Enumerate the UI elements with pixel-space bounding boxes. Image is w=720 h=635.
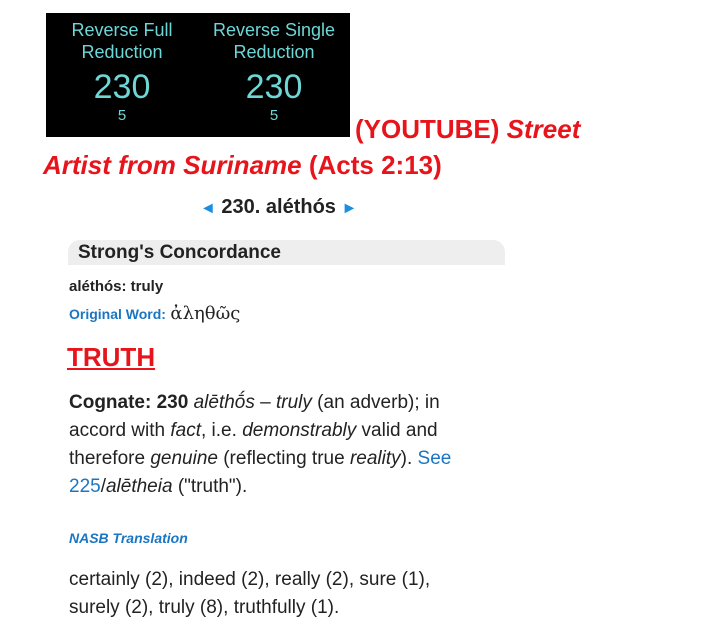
gematria-label: Reverse Full Reduction xyxy=(71,20,173,62)
text: valid and therefore xyxy=(69,420,438,469)
text: alētheia xyxy=(105,476,173,497)
text: (an adverb); in accord with xyxy=(69,392,440,441)
gematria-value: 230 xyxy=(93,68,151,106)
headline-part: (YOUTUBE) xyxy=(355,114,500,144)
text: , i.e. xyxy=(201,420,243,441)
original-word: Original Word: ἀληθῶς xyxy=(69,303,240,324)
prev-arrow[interactable]: ◄ xyxy=(200,200,216,217)
section-header: Strong's Concordance xyxy=(68,240,505,265)
text: ). xyxy=(400,448,418,469)
nav-title: 230. aléthós xyxy=(221,196,336,218)
text: (reflecting true xyxy=(217,448,350,469)
text: alēthṓs xyxy=(193,392,255,413)
text: Cognate: 230 xyxy=(69,392,189,413)
text: ("truth"). xyxy=(172,476,248,497)
gematria-sub: 5 xyxy=(269,107,279,124)
text: genuine xyxy=(150,448,218,469)
headline-part: (Acts 2:13) xyxy=(308,150,442,180)
headline-part: Street xyxy=(506,114,581,144)
text: fact xyxy=(170,420,201,441)
heading: TRUTH xyxy=(67,342,156,372)
paragraph: Cognate: 230 alēthṓs – truly (an adverb)… xyxy=(69,389,489,501)
gematria-label: Reverse Single Reduction xyxy=(212,20,336,62)
text: truly xyxy=(276,392,312,413)
next-arrow[interactable]: ► xyxy=(341,200,358,217)
nasb-title: NASB Translation xyxy=(69,530,188,546)
text: demonstrably xyxy=(242,420,357,441)
entry-word: aléthós: truly xyxy=(69,278,164,295)
text: / xyxy=(100,476,106,497)
gematria-column: Reverse Single Reduction 230 5 xyxy=(198,13,350,137)
headline-part: Artist from Suriname xyxy=(43,150,302,180)
headline-line-1: (YOUTUBE) Street xyxy=(355,114,580,145)
gematria-column: Reverse Full Reduction 230 5 xyxy=(46,13,198,137)
link[interactable]: See 225 xyxy=(69,448,452,497)
original-label: Original Word: xyxy=(69,306,166,322)
greek-word: ἀληθῶς xyxy=(170,303,241,324)
gematria-sub: 5 xyxy=(117,107,127,124)
gematria-value: 230 xyxy=(245,68,303,106)
text: – xyxy=(254,392,276,413)
headline-line-2: Artist from Suriname (Acts 2:13) xyxy=(43,150,442,181)
nasb-text: certainly (2), indeed (2), really (2), s… xyxy=(69,569,431,618)
nav: ◄ 230. aléthós ► xyxy=(200,196,357,219)
gematria-box: Reverse Full Reduction 230 5 Reverse Single… xyxy=(46,13,350,137)
text: reality xyxy=(349,448,401,469)
